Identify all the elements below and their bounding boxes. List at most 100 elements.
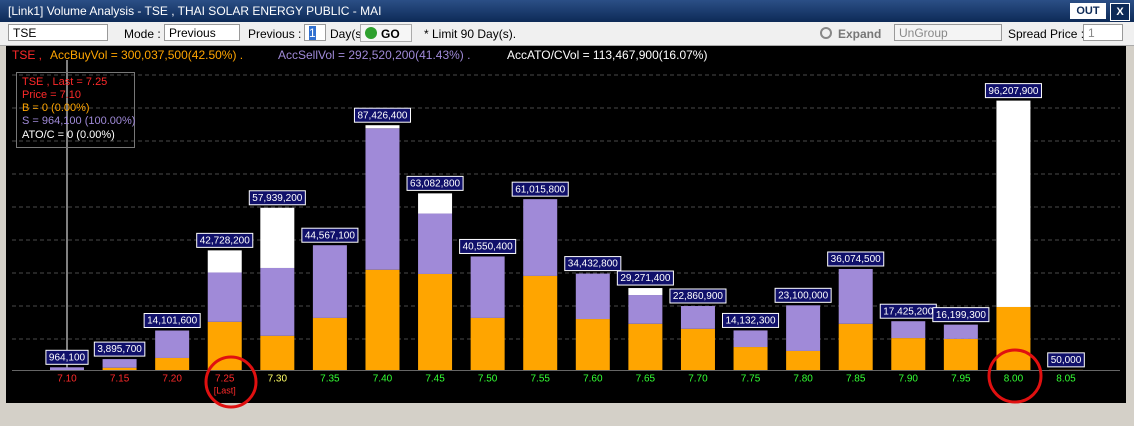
total-label: 96,207,900 <box>984 83 1042 99</box>
total-label-box <box>45 349 89 365</box>
bar-segment <box>733 330 768 348</box>
bar-segment <box>102 359 137 368</box>
bar-segment <box>628 323 663 370</box>
bar-segment <box>155 357 190 370</box>
total-label: 40,550,400 <box>459 238 517 254</box>
total-label: 22,860,900 <box>669 288 727 304</box>
bar-segment <box>523 199 558 276</box>
bar-segment <box>575 319 610 370</box>
total-label: 16,199,300 <box>932 307 990 323</box>
summary-ato: AccATO/CVol = 113,467,900(16.07%) <box>507 48 707 62</box>
total-label-box <box>1047 352 1085 368</box>
total-label-text: 3,895,700 <box>97 344 142 355</box>
bar-segment <box>891 321 926 339</box>
bar-segment <box>943 324 978 339</box>
bar-segment <box>786 305 821 351</box>
bars: 964,100 7.10 3,895,700 7.15 14,101,600 7.20 42… <box>45 83 1085 395</box>
bar-segment <box>418 213 453 274</box>
previous-input[interactable]: 1 <box>304 24 326 41</box>
mode-select[interactable]: Previous <box>164 24 240 41</box>
total-label: 63,082,800 <box>406 175 464 191</box>
expand-button[interactable]: Expand <box>816 24 886 42</box>
x-tick-label: 7.90 <box>899 374 919 385</box>
total-label-text: 14,132,300 <box>726 316 776 327</box>
info-ato: ATO/C = 0 (0.00%) <box>22 129 115 141</box>
group-select[interactable]: UnGroup <box>894 24 1002 41</box>
total-label-box <box>722 312 780 328</box>
bar-segment <box>155 330 190 358</box>
total-label-box <box>669 288 727 304</box>
title-bar: [Link1] Volume Analysis - TSE , THAI SOL… <box>0 0 1134 22</box>
info-sell: S = 964,100 (100.00%) <box>22 115 135 127</box>
x-tick-label: 7.10 <box>57 374 77 385</box>
bar-segment <box>786 350 821 370</box>
bar-segment <box>418 273 453 370</box>
total-label: 50,000 <box>1047 352 1085 368</box>
bar-segment <box>680 328 715 370</box>
total-label-box <box>406 175 464 191</box>
total-label-text: 96,207,900 <box>988 86 1038 97</box>
x-tick-label: 7.75 <box>741 374 761 385</box>
total-label: 44,567,100 <box>301 227 359 243</box>
total-label-box <box>616 270 674 286</box>
bar-segment <box>365 269 400 370</box>
bar-segment <box>207 272 242 322</box>
previous-value: 1 <box>309 26 316 40</box>
x-tick-label: 7.80 <box>793 374 813 385</box>
bar-segment <box>523 275 558 370</box>
symbol-select[interactable]: TSE <box>8 24 108 41</box>
days-label: Day(s) <box>330 27 366 41</box>
bar-segment <box>207 321 242 370</box>
total-label: 17,425,200 <box>879 303 937 319</box>
total-label-text: 34,432,800 <box>568 259 618 270</box>
x-tick-label: 7.85 <box>846 374 866 385</box>
x-tick-label: 7.20 <box>162 374 182 385</box>
total-label-text: 17,425,200 <box>883 306 933 317</box>
total-label-text: 42,728,200 <box>200 236 250 247</box>
total-label-box <box>196 232 254 248</box>
bar-segment <box>838 268 873 324</box>
bar-segment <box>470 256 505 318</box>
total-label: 36,074,500 <box>827 251 885 267</box>
total-label-text: 57,939,200 <box>252 193 302 204</box>
total-label-text: 61,015,800 <box>515 184 565 195</box>
bar-segment <box>996 306 1031 370</box>
go-icon <box>365 27 377 39</box>
close-button[interactable]: X <box>1110 3 1130 21</box>
previous-label: Previous : <box>248 27 302 41</box>
bar-segment <box>207 250 242 273</box>
total-label: 34,432,800 <box>564 256 622 272</box>
total-label: 29,271,400 <box>616 270 674 286</box>
total-label-box <box>984 83 1042 99</box>
total-label-box <box>248 190 306 206</box>
total-label: 87,426,400 <box>353 107 412 123</box>
bar-segment <box>838 323 873 370</box>
total-label-text: 22,860,900 <box>673 291 723 302</box>
out-button[interactable]: OUT <box>1070 3 1106 19</box>
bar-segment <box>365 128 400 270</box>
x-tick-label: 7.40 <box>373 374 393 385</box>
summary-sell: AccSellVol = 292,520,200(41.43%) . <box>278 48 470 62</box>
x-tick-label: 7.95 <box>951 374 971 385</box>
total-label: 964,100 <box>45 349 89 365</box>
total-label-text: 23,100,000 <box>778 290 828 301</box>
total-label-box <box>93 341 146 357</box>
total-label-text: 40,550,400 <box>463 242 513 253</box>
bar-segment <box>102 367 137 370</box>
bar-segment <box>733 347 768 370</box>
info-buy: B = 0 (0.00%) <box>22 102 90 114</box>
bar-segment <box>260 207 295 268</box>
x-tick-label: 7.55 <box>530 374 550 385</box>
expand-icon <box>820 27 832 39</box>
total-label-text: 36,074,500 <box>831 254 881 265</box>
x-tick-label: 7.45 <box>425 374 445 385</box>
total-label-text: 14,101,600 <box>147 316 197 327</box>
x-tick-label: 7.35 <box>320 374 340 385</box>
x-tick-label: 7.70 <box>688 374 708 385</box>
spread-input[interactable]: 1 <box>1083 24 1123 41</box>
total-label: 23,100,000 <box>774 287 832 303</box>
go-button[interactable]: GO <box>360 24 412 42</box>
bar-segment <box>312 317 347 370</box>
total-label: 57,939,200 <box>248 190 306 206</box>
summary-buy: AccBuyVol = 300,037,500(42.50%) . <box>50 48 243 62</box>
